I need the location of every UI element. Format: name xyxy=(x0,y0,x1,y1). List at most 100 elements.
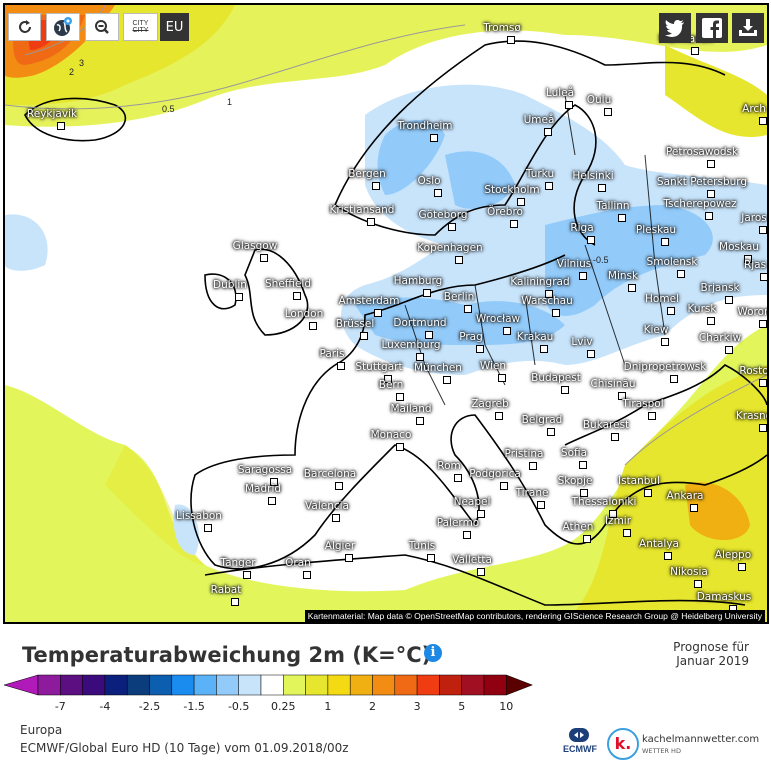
ecmwf-logo-icon xyxy=(569,728,589,742)
city-label: Paris xyxy=(319,348,345,360)
city-label: Bergen xyxy=(348,168,386,180)
city-marker xyxy=(670,375,678,383)
city-label: Dnipropetrowsk xyxy=(623,361,707,373)
city-label: Saragossa xyxy=(237,464,293,476)
download-icon xyxy=(739,19,757,36)
contour-label: 2 xyxy=(69,67,75,77)
legend-tick-label: 5 xyxy=(458,700,466,713)
city-toggle-label-struck: CITY xyxy=(132,27,149,34)
zoom-out-icon xyxy=(95,20,109,34)
city-label: Tiraspol xyxy=(622,398,664,410)
borders xyxy=(404,94,666,406)
globe-pin-icon xyxy=(54,17,72,36)
city-label: Minsk xyxy=(607,270,639,282)
city-marker xyxy=(540,345,548,353)
city-label: Bukarest xyxy=(582,419,630,431)
city-label: Rjas xyxy=(743,259,767,271)
map-view[interactable]: 3 2 1 0.5 -0.5 TromsøMurmanskReykjavikLu… xyxy=(3,3,769,624)
legend-swatch xyxy=(349,674,373,696)
city-marker xyxy=(477,510,485,518)
legend-tick-label: -4 xyxy=(99,700,111,713)
zoom-out-button[interactable] xyxy=(85,13,119,41)
city-label: Sofia xyxy=(560,447,588,459)
city-marker xyxy=(337,362,345,370)
city-label: Antalya xyxy=(639,538,679,550)
city-label: Mailand xyxy=(390,403,432,415)
city-label: München xyxy=(414,362,462,374)
legend-swatch xyxy=(260,674,284,696)
city-marker xyxy=(503,327,511,335)
city-marker xyxy=(604,108,612,116)
legend-tick-label: 10 xyxy=(499,700,514,713)
facebook-share-button[interactable] xyxy=(696,13,728,43)
city-label: Helsinki xyxy=(572,170,614,182)
city-marker xyxy=(529,462,537,470)
city-marker xyxy=(495,412,503,420)
city-toggle-button[interactable]: CITY CITY xyxy=(123,13,158,41)
city-marker xyxy=(544,128,552,136)
city-label: Tallinn xyxy=(596,200,630,212)
city-marker xyxy=(416,353,424,361)
city-label: Rom xyxy=(437,460,461,472)
contour-label: 0.5 xyxy=(162,104,175,114)
city-label: Dublin xyxy=(213,279,247,291)
city-label: Riga xyxy=(570,222,594,234)
info-button[interactable]: i xyxy=(424,644,442,662)
legend-swatch xyxy=(238,674,262,696)
city-label: Pleskau xyxy=(635,224,677,236)
city-label: Thessaloniki xyxy=(571,496,637,508)
city-marker xyxy=(303,571,311,579)
city-label: Aleppo xyxy=(714,549,752,561)
city-label: Madrid xyxy=(244,483,282,495)
city-label: Tanger xyxy=(220,557,256,569)
forecast-period: Prognose für Januar 2019 xyxy=(673,640,749,668)
city-marker xyxy=(430,134,438,142)
city-marker xyxy=(360,332,368,340)
city-label: Neapel xyxy=(453,496,491,508)
city-label: Hamburg xyxy=(393,275,443,287)
forecast-label: Prognose für xyxy=(673,640,749,654)
city-label: Athen xyxy=(562,521,594,533)
city-label: Luxemburg xyxy=(381,339,441,351)
model-run-label: ECMWF/Global Euro HD (10 Tage) vom 01.09… xyxy=(20,741,349,755)
region-eu-button[interactable]: EU xyxy=(160,13,189,41)
contour-label: 3 xyxy=(79,58,85,68)
legend-swatch xyxy=(439,674,462,696)
legend-swatch xyxy=(483,674,507,696)
city-label: Rabat xyxy=(210,584,242,596)
city-marker xyxy=(648,412,656,420)
city-label: Valletta xyxy=(452,554,492,566)
city-toggle-label: CITY xyxy=(132,20,149,27)
city-marker xyxy=(707,190,715,198)
city-label: Krasno xyxy=(735,410,769,422)
city-marker xyxy=(425,331,433,339)
color-legend xyxy=(4,674,533,696)
city-label: Pristina xyxy=(504,448,544,460)
city-marker xyxy=(477,568,485,576)
city-marker xyxy=(644,489,652,497)
legend-tick-label: -2.5 xyxy=(138,700,161,713)
city-marker xyxy=(552,309,560,317)
city-marker xyxy=(545,182,553,190)
location-button[interactable] xyxy=(46,13,80,41)
city-label: Smolensk xyxy=(646,256,698,268)
chart-title: Temperaturabweichung 2m (K=°C) xyxy=(22,643,432,667)
city-label: Trondheim xyxy=(397,120,453,132)
twitter-share-button[interactable] xyxy=(659,13,691,43)
legend-swatch xyxy=(82,674,106,696)
city-marker xyxy=(759,117,767,125)
city-marker xyxy=(579,461,587,469)
city-label: Göteborg xyxy=(418,209,468,221)
city-marker xyxy=(545,290,553,298)
contour-label: -0.5 xyxy=(593,255,609,265)
city-label: Kristiansand xyxy=(329,204,395,216)
city-label: Palermo xyxy=(436,517,480,529)
forecast-month: Januar 2019 xyxy=(676,654,749,668)
city-marker xyxy=(690,504,698,512)
city-marker xyxy=(598,184,606,192)
legend-swatch xyxy=(171,674,195,696)
city-marker xyxy=(416,417,424,425)
reload-button[interactable] xyxy=(8,13,41,41)
download-button[interactable] xyxy=(732,13,764,43)
city-label: Kaliningrad xyxy=(510,276,570,288)
